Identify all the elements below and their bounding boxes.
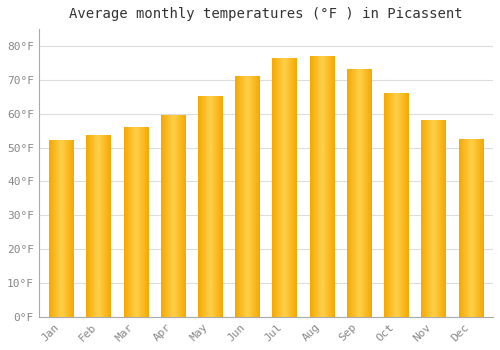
Bar bbox=[124, 127, 148, 317]
Bar bbox=[160, 116, 185, 317]
Bar bbox=[347, 70, 371, 317]
Bar bbox=[86, 136, 110, 317]
Bar bbox=[198, 97, 222, 317]
Bar bbox=[458, 139, 483, 317]
Bar bbox=[235, 76, 260, 317]
Bar bbox=[49, 141, 73, 317]
Bar bbox=[384, 93, 408, 317]
Bar bbox=[272, 58, 296, 317]
Bar bbox=[310, 56, 334, 317]
Bar bbox=[422, 120, 446, 317]
Title: Average monthly temperatures (°F ) in Picassent: Average monthly temperatures (°F ) in Pi… bbox=[69, 7, 462, 21]
